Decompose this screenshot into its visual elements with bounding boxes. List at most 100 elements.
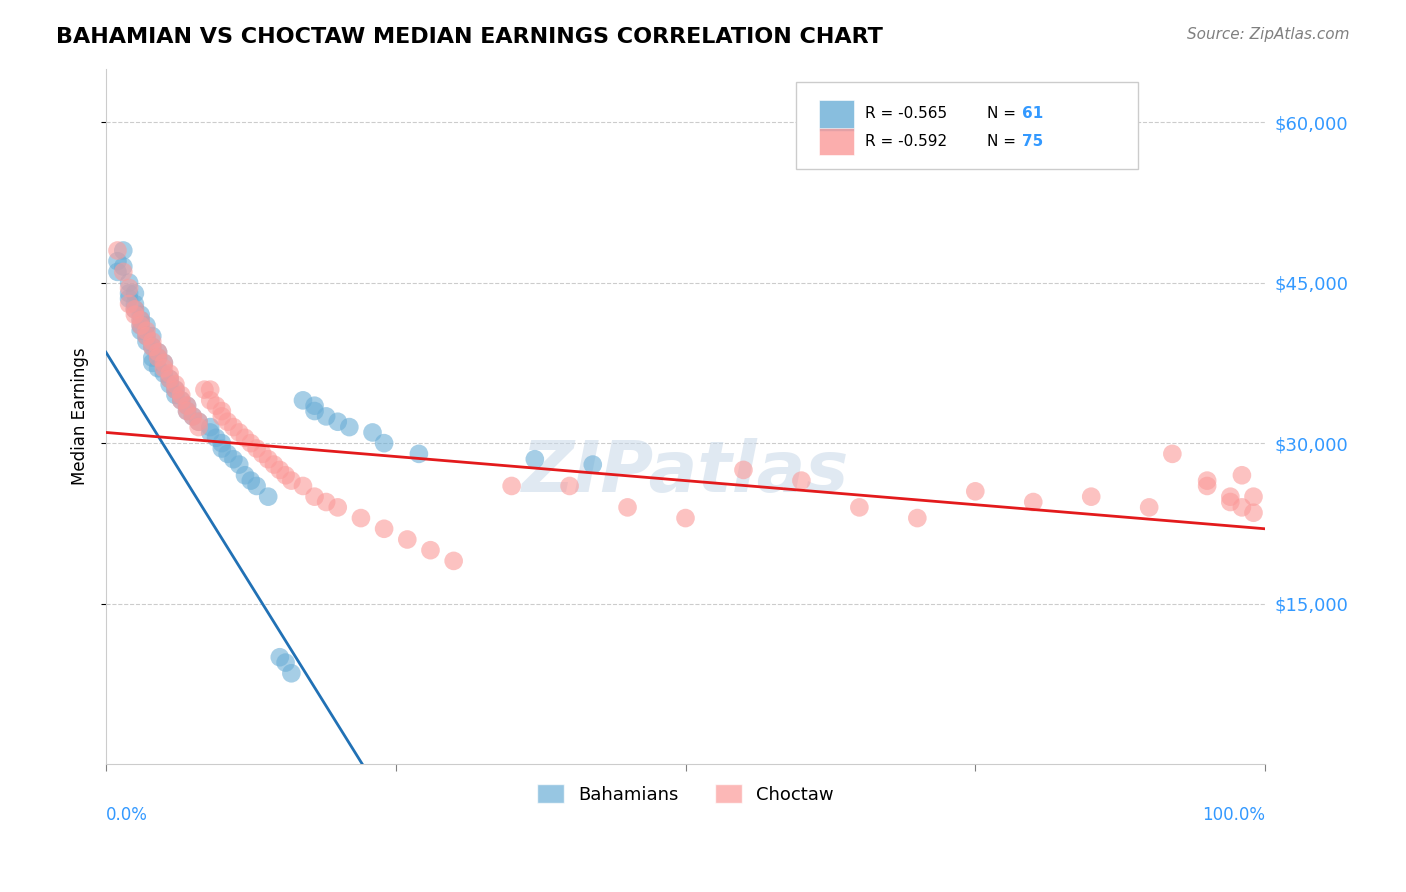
FancyBboxPatch shape (818, 128, 853, 155)
Point (396, 533, 419, 547)
Point (1243, 506, 1265, 520)
Point (905, 511, 928, 525)
Point (176, 404, 198, 418)
Point (1080, 490, 1102, 504)
Point (146, 351, 169, 365)
Text: ZIPatlas: ZIPatlas (522, 438, 849, 507)
Point (141, 329, 163, 343)
Point (187, 415, 209, 429)
Point (165, 388, 187, 402)
Point (1022, 495, 1045, 509)
Point (443, 554, 465, 568)
Point (263, 458, 285, 472)
Point (274, 656, 297, 670)
Point (257, 490, 280, 504)
Point (118, 286, 141, 301)
Point (274, 468, 297, 483)
Point (129, 313, 152, 327)
Point (124, 286, 146, 301)
Point (181, 409, 204, 424)
Point (1197, 479, 1219, 493)
Point (280, 474, 302, 488)
Point (141, 334, 163, 349)
Point (118, 276, 141, 290)
Point (118, 292, 141, 306)
Point (790, 474, 813, 488)
Point (200, 420, 222, 434)
Point (165, 383, 187, 397)
Point (205, 399, 228, 413)
Point (228, 425, 250, 440)
Point (257, 452, 280, 467)
Point (217, 447, 239, 461)
Point (129, 324, 152, 338)
Point (582, 458, 605, 472)
Point (280, 666, 302, 681)
Point (1161, 447, 1184, 461)
Point (112, 244, 135, 258)
Point (200, 383, 222, 397)
Point (326, 415, 349, 429)
Point (153, 356, 176, 370)
Point (1243, 490, 1265, 504)
Point (107, 244, 129, 258)
Point (153, 367, 176, 381)
Point (200, 393, 222, 408)
Point (159, 367, 181, 381)
Point (135, 318, 157, 333)
Point (193, 383, 215, 397)
Point (848, 500, 870, 515)
Point (616, 500, 638, 515)
Point (159, 372, 181, 386)
Point (501, 479, 523, 493)
Point (112, 265, 135, 279)
Point (269, 463, 291, 477)
Point (141, 356, 163, 370)
Point (141, 340, 163, 354)
Point (129, 318, 152, 333)
FancyBboxPatch shape (796, 82, 1137, 169)
Point (129, 313, 152, 327)
Point (1219, 495, 1241, 509)
Point (153, 356, 176, 370)
Point (205, 431, 228, 445)
Point (146, 351, 169, 365)
Point (124, 297, 146, 311)
Point (107, 254, 129, 268)
Point (181, 409, 204, 424)
Text: N =: N = (987, 134, 1021, 149)
Point (124, 302, 146, 317)
Point (129, 308, 152, 322)
Point (141, 340, 163, 354)
Point (165, 377, 187, 392)
Point (217, 415, 239, 429)
Point (170, 388, 193, 402)
Point (252, 447, 274, 461)
Point (112, 260, 135, 274)
Text: 100.0%: 100.0% (1202, 806, 1265, 824)
Point (107, 265, 129, 279)
Text: 0.0%: 0.0% (105, 806, 148, 824)
Point (135, 329, 157, 343)
Point (187, 415, 209, 429)
Point (124, 308, 146, 322)
Point (176, 404, 198, 418)
Point (153, 361, 176, 376)
Point (141, 351, 163, 365)
Text: R = -0.565: R = -0.565 (865, 106, 948, 121)
Point (222, 420, 245, 434)
Point (187, 420, 209, 434)
Point (129, 318, 152, 333)
Text: 61: 61 (1022, 106, 1043, 121)
Point (350, 511, 373, 525)
Point (233, 468, 256, 483)
Point (135, 324, 157, 338)
Point (118, 297, 141, 311)
Point (373, 436, 395, 450)
Text: 75: 75 (1022, 134, 1043, 149)
Point (211, 442, 233, 456)
Y-axis label: Median Earnings: Median Earnings (72, 348, 89, 485)
Point (170, 393, 193, 408)
Point (146, 345, 169, 359)
Point (1137, 500, 1160, 515)
